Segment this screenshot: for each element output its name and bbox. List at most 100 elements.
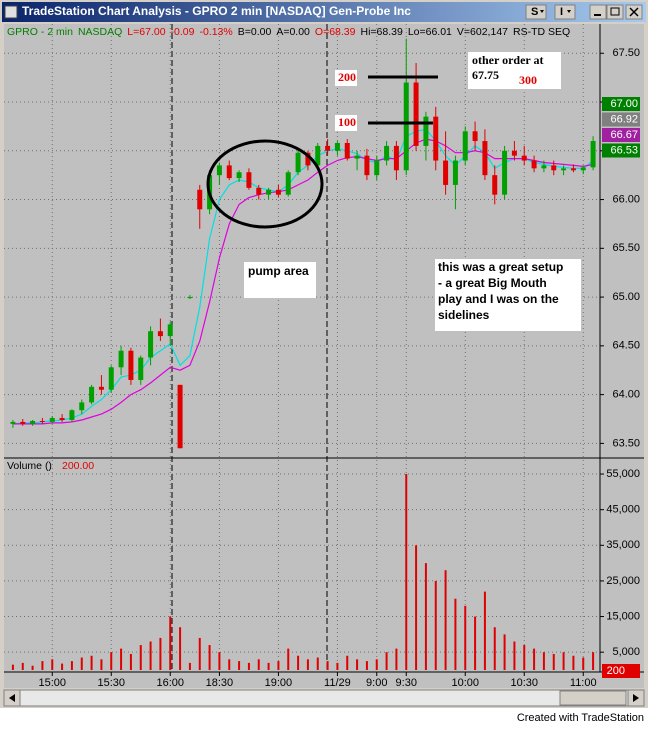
y-tick-label: 64.00	[612, 389, 640, 401]
candle-body	[472, 131, 478, 142]
volume-bar	[474, 616, 477, 670]
volume-bar	[149, 641, 152, 670]
header-item: Lo=66.01	[408, 26, 452, 38]
header-item: -0.13%	[199, 26, 232, 38]
volume-bar	[41, 661, 44, 670]
scrollbar[interactable]	[3, 689, 645, 707]
maximize-button[interactable]	[606, 4, 624, 20]
candle-body	[256, 187, 262, 195]
s-button[interactable]	[525, 4, 547, 20]
volume-bar	[179, 627, 182, 670]
maximize-icon	[610, 7, 620, 16]
last-value-label: 66.92	[610, 113, 638, 125]
y-tick-label: 35,000	[606, 539, 640, 551]
volume-bar	[228, 659, 231, 670]
candle-body	[108, 367, 114, 390]
volume-bar	[346, 655, 349, 670]
i-button[interactable]	[554, 4, 576, 20]
candle-body	[364, 155, 370, 176]
volume-bar	[129, 653, 132, 670]
x-tick-label: 16:00	[156, 677, 184, 689]
volume-bar	[572, 655, 575, 670]
candle-body	[167, 324, 173, 337]
volume-bar	[424, 563, 427, 670]
last-value-label: 66.53	[610, 144, 638, 156]
x-tick-label: 11/29	[324, 677, 351, 689]
volume-bar	[277, 661, 280, 670]
volume-bar	[110, 652, 113, 670]
chart-header: GPRO - 2 min NASDAQ L=67.00 -0.09 -0.13% B=0.…	[7, 26, 570, 38]
volume-bar	[238, 661, 241, 670]
volume-bar	[306, 659, 309, 670]
note-line: play and I was on the	[438, 292, 559, 306]
x-tick-label: 9:00	[366, 677, 387, 689]
x-tick-label: 18:30	[206, 677, 234, 689]
header-item: V=602,147	[457, 26, 508, 38]
moving-average	[12, 138, 594, 425]
last-value-box	[602, 97, 640, 111]
candle-body	[128, 350, 134, 380]
dropdown-arrow	[540, 10, 544, 13]
candle-body	[531, 160, 537, 169]
candle-body	[452, 160, 458, 185]
candle-body	[157, 331, 163, 337]
other-order: other order at	[472, 53, 544, 67]
volume-bar	[100, 659, 103, 670]
last-value-label: 67.00	[610, 98, 638, 110]
candle-body	[561, 168, 567, 171]
volume-bar	[503, 634, 506, 670]
dropdown-arrow	[567, 10, 571, 13]
note-line: - a great Big Mouth	[438, 276, 547, 290]
volume-bar	[188, 662, 191, 670]
moving-average	[12, 128, 594, 425]
candle-body	[69, 410, 75, 420]
candle-body	[511, 150, 517, 156]
volume-bar	[21, 662, 24, 670]
volume-bar	[80, 657, 83, 670]
volume-bar	[11, 664, 14, 670]
volume-bar	[61, 663, 64, 670]
candle-body	[305, 152, 311, 166]
volume-title-value: 200.00	[62, 460, 94, 472]
candle-body	[59, 418, 65, 420]
candle-body	[393, 145, 399, 171]
note-line: sidelines	[438, 308, 490, 322]
volume-bar	[395, 648, 398, 670]
i-button-label[interactable]: I	[560, 6, 563, 18]
chart-area	[4, 24, 644, 688]
candle-body	[521, 155, 527, 161]
last-value-box	[602, 143, 640, 158]
y-tick-label: 65.00	[612, 291, 640, 303]
candle-body	[492, 175, 498, 195]
volume-bar	[139, 645, 142, 670]
volume-bar	[483, 591, 486, 670]
minimize-button[interactable]	[589, 4, 607, 20]
header-item: Hi=68.39	[360, 26, 402, 38]
candle-body	[20, 421, 26, 424]
footer-credit: Created with TradeStation	[517, 712, 644, 724]
y-tick-label: 15,000	[606, 610, 640, 622]
header-item: O=68.39	[315, 26, 356, 38]
candle-body	[10, 421, 16, 424]
candle-body	[275, 189, 281, 195]
volume-bar	[267, 662, 270, 670]
y-tick-label: 5,000	[612, 646, 640, 658]
scroll-thumb[interactable]	[559, 690, 627, 706]
candle-body	[39, 420, 45, 422]
volume-bar	[592, 652, 595, 670]
volume-bar	[533, 648, 536, 670]
candle-body	[590, 141, 596, 168]
x-tick-label: 19:00	[265, 677, 293, 689]
candle-body	[98, 386, 104, 390]
title-bar	[2, 2, 646, 22]
volume-title: Volume ()	[7, 460, 52, 472]
candle-body	[266, 189, 272, 195]
candle-body	[344, 142, 350, 159]
volume-bar	[90, 655, 93, 670]
volume-bar	[454, 598, 457, 670]
y-tick-label: 45,000	[606, 504, 640, 516]
s-button-label[interactable]: S	[531, 6, 538, 18]
volume-bar	[70, 661, 73, 670]
annotation-box	[335, 115, 357, 131]
volume-bar	[562, 652, 565, 670]
